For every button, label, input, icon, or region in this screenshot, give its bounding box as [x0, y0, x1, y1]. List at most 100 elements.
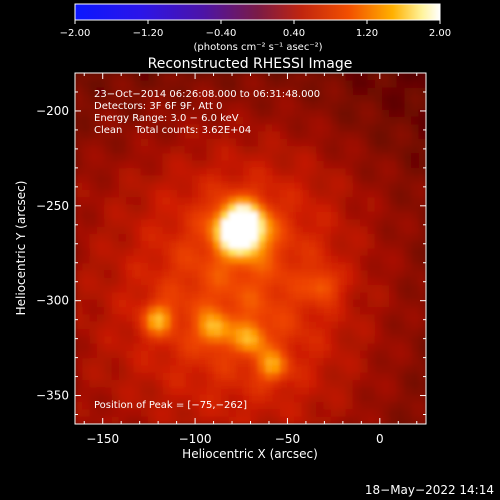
heatmap-cell: [352, 190, 361, 198]
heatmap-cell: [243, 80, 252, 89]
heatmap-cell: [177, 409, 186, 418]
heatmap-cell: [155, 233, 164, 242]
heatmap-cell: [309, 365, 317, 374]
heatmap-cell: [199, 124, 208, 133]
heatmap-cell: [75, 204, 83, 213]
heatmap-cell: [250, 211, 259, 220]
heatmap-cell: [345, 241, 354, 250]
heatmap-cell: [213, 102, 222, 111]
heatmap-cell: [360, 358, 369, 367]
heatmap-cell: [418, 124, 426, 133]
heatmap-cell: [228, 248, 237, 257]
heatmap-cell: [338, 343, 347, 352]
heatmap-cell: [118, 102, 127, 111]
heatmap-cell: [155, 372, 164, 381]
heatmap-cell: [360, 94, 369, 103]
heatmap-cell: [367, 387, 376, 396]
heatmap-cell: [411, 102, 420, 111]
heatmap-cell: [184, 365, 193, 374]
heatmap-cell: [104, 285, 113, 293]
heatmap-cell: [330, 409, 339, 418]
heatmap-cell: [235, 416, 244, 424]
heatmap-cell: [243, 380, 252, 389]
heatmap-cell: [272, 87, 281, 96]
heatmap-cell: [309, 182, 317, 191]
heatmap-cell: [330, 168, 339, 176]
heatmap-cell: [118, 131, 127, 140]
heatmap-cell: [140, 394, 149, 403]
heatmap-cell: [104, 380, 113, 389]
heatmap-cell: [345, 358, 354, 367]
heatmap-cell: [316, 138, 325, 147]
heatmap-cell: [82, 241, 91, 250]
heatmap-cell: [345, 328, 354, 337]
heatmap-cell: [140, 263, 149, 272]
heatmap-cell: [294, 416, 303, 424]
heatmap-cell: [199, 372, 208, 381]
heatmap-cell: [162, 124, 171, 133]
heatmap-cell: [170, 292, 178, 301]
heatmap-cell: [133, 233, 142, 242]
heatmap-cell: [126, 241, 135, 250]
heatmap-cell: [352, 372, 361, 381]
heatmap-cell: [162, 182, 171, 191]
heatmap-cell: [148, 380, 157, 389]
heatmap-cell: [140, 146, 149, 155]
heatmap-cell: [345, 263, 354, 272]
heatmap-cell: [382, 248, 391, 257]
heatmap-cell: [345, 204, 354, 213]
heatmap-cell: [309, 248, 317, 257]
heatmap-cell: [148, 190, 157, 198]
heatmap-cell: [418, 255, 426, 264]
heatmap-cell: [404, 211, 412, 220]
heatmap-cell: [389, 175, 398, 184]
heatmap-cell: [374, 263, 383, 272]
heatmap-cell: [287, 146, 295, 155]
heatmap-cell: [345, 219, 354, 228]
heatmap-cell: [111, 219, 120, 228]
heatmap-cell: [404, 336, 412, 345]
heatmap-cell: [382, 285, 391, 293]
heatmap-cell: [360, 321, 369, 330]
heatmap-cell: [148, 292, 157, 301]
heatmap-cell: [382, 358, 391, 367]
heatmap-cell: [170, 241, 178, 250]
heatmap-cell: [404, 372, 412, 381]
heatmap-cell: [287, 285, 295, 293]
heatmap-cell: [126, 358, 135, 367]
heatmap-cell: [199, 233, 208, 242]
heatmap-cell: [111, 380, 120, 389]
heatmap-cell: [352, 116, 361, 125]
heatmap-cell: [155, 116, 164, 125]
heatmap-cell: [338, 211, 347, 220]
heatmap-cell: [345, 307, 354, 315]
heatmap-cell: [243, 321, 252, 330]
heatmap-cell: [89, 94, 98, 103]
heatmap-cell: [360, 116, 369, 125]
heatmap-cell: [221, 175, 230, 184]
heatmap-cell: [265, 248, 274, 257]
heatmap-cell: [118, 343, 127, 352]
heatmap-cell: [206, 365, 215, 374]
heatmap-cell: [411, 328, 420, 337]
x-tick-label: −50: [275, 432, 300, 446]
heatmap-cell: [309, 146, 317, 155]
heatmap-cell: [338, 102, 347, 111]
heatmap-cell: [89, 394, 98, 403]
heatmap-cell: [89, 233, 98, 242]
heatmap-cell: [374, 182, 383, 191]
heatmap-cell: [301, 73, 310, 81]
heatmap-cell: [411, 124, 420, 133]
heatmap-cell: [265, 153, 274, 162]
heatmap-cell: [162, 336, 171, 345]
heatmap-cell: [89, 255, 98, 264]
heatmap-cell: [330, 350, 339, 359]
heatmap-cell: [228, 219, 237, 228]
heatmap-cell: [243, 387, 252, 396]
heatmap-cell: [118, 416, 127, 424]
heatmap-cell: [287, 124, 295, 133]
heatmap-cell: [330, 109, 339, 118]
heatmap-cell: [389, 372, 398, 381]
heatmap-cell: [75, 416, 83, 424]
heatmap-cell: [272, 394, 281, 403]
